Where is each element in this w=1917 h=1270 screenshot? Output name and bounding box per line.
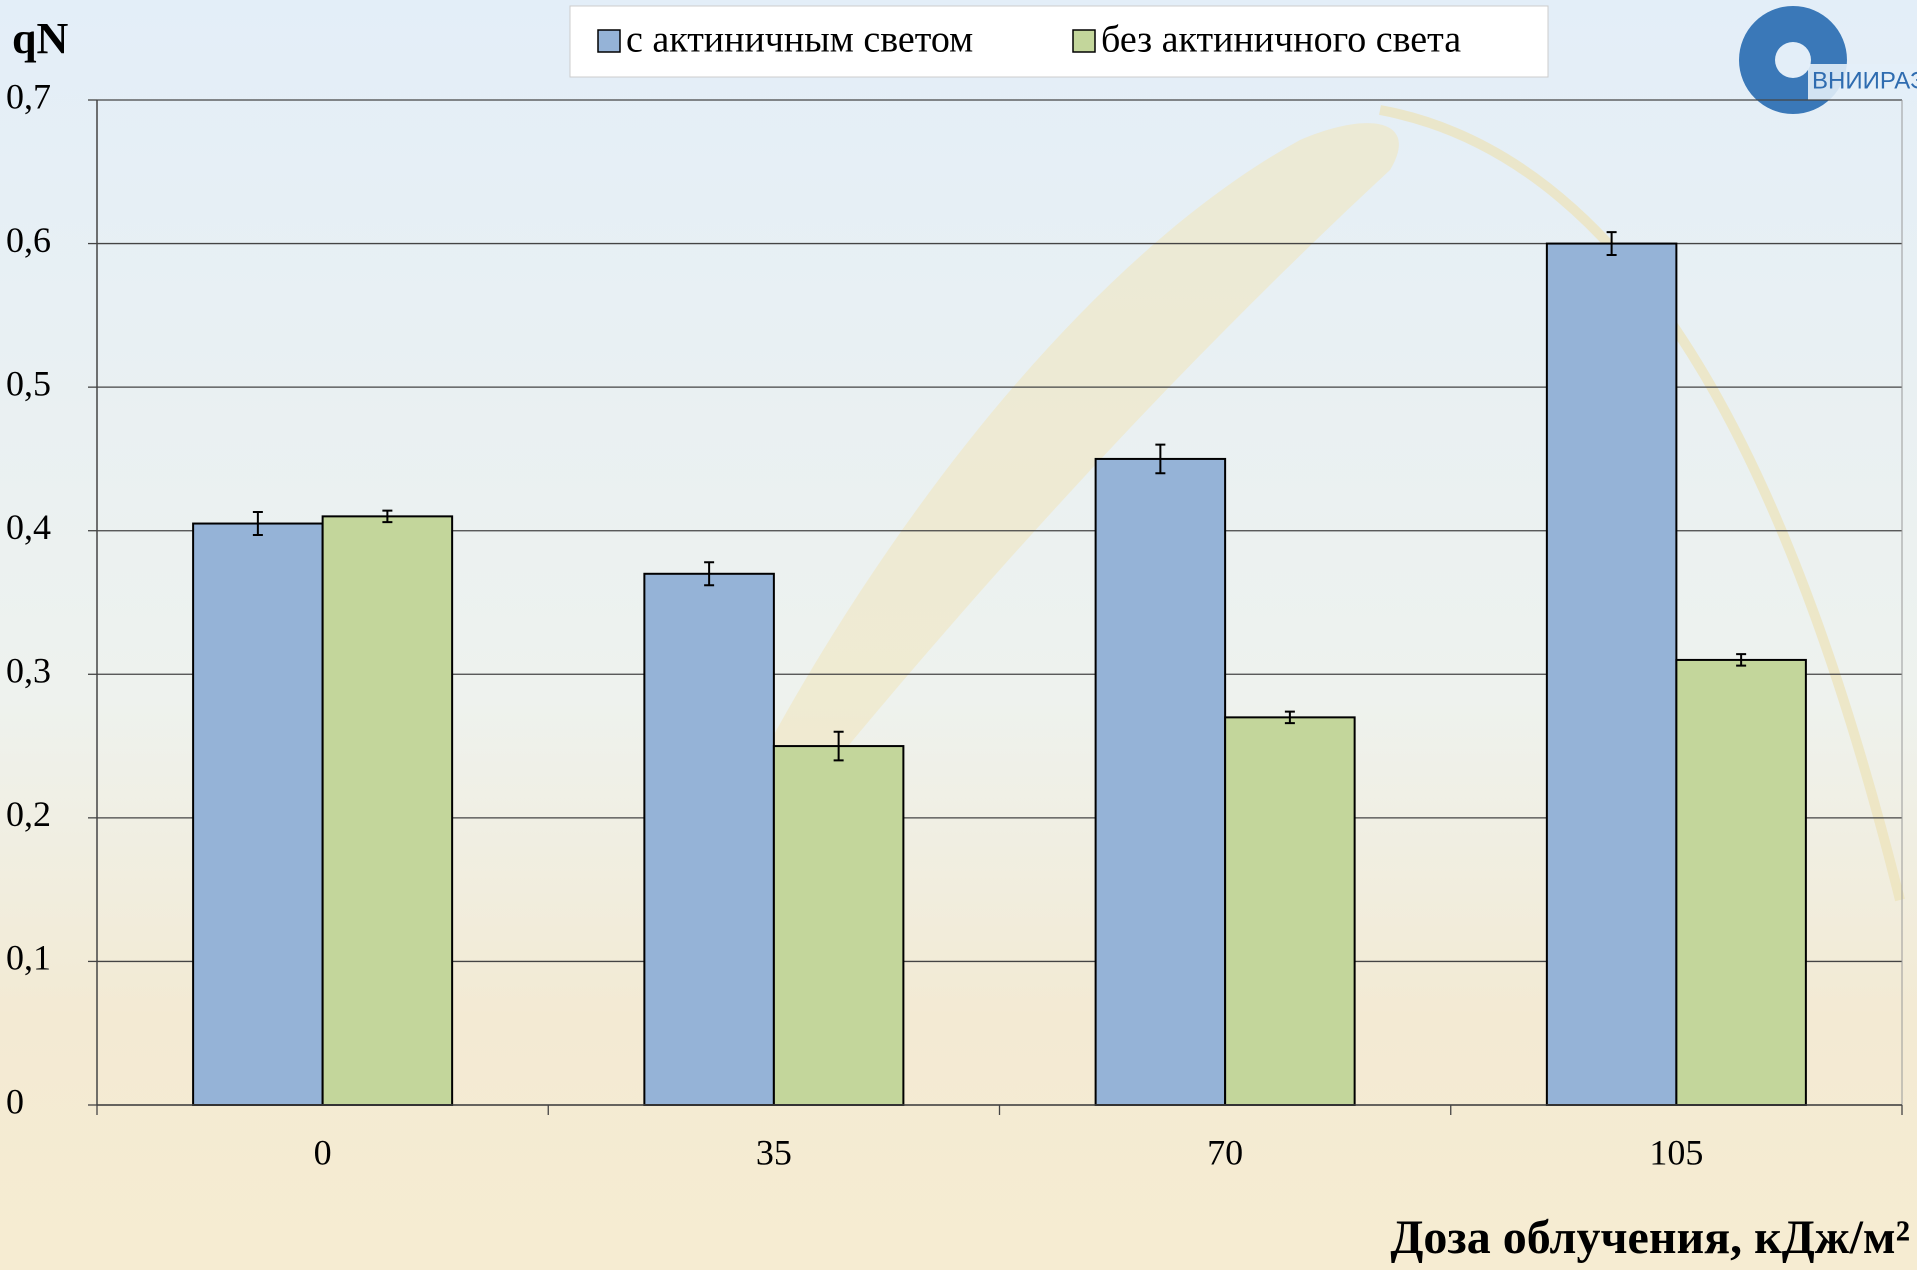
error-bar (1284, 710, 1295, 725)
bar (321, 515, 454, 1106)
y-tick-label: 0 (6, 1081, 24, 1121)
logo-center (1775, 42, 1811, 78)
y-axis-label: qN (12, 14, 68, 63)
x-axis-label: Доза облучения, кДж/м² (1390, 1211, 1910, 1264)
bar (772, 745, 905, 1106)
logo-text: ВНИИРАЭ (1812, 67, 1917, 94)
bar (192, 522, 324, 1106)
y-tick-label: 0,4 (6, 507, 51, 547)
x-tick-label: 70 (1207, 1132, 1243, 1172)
error-bar (1606, 231, 1617, 257)
legend-swatch (597, 29, 621, 53)
error-bar (252, 511, 263, 537)
y-tick-label: 0,3 (6, 651, 51, 691)
y-tick-label: 0,5 (6, 363, 51, 403)
bar (1675, 658, 1807, 1107)
logo: ВНИИРАЭ (1739, 6, 1917, 114)
logo-plate (1808, 64, 1917, 100)
bar (1224, 716, 1356, 1106)
error-bar (704, 561, 715, 587)
wheat-decoration (760, 123, 1399, 780)
y-tick-label: 0,1 (6, 938, 51, 978)
x-tick-label: 0 (314, 1132, 332, 1172)
bar (1094, 457, 1227, 1106)
error-bar (1155, 443, 1166, 475)
bar (643, 572, 775, 1106)
bar (1545, 242, 1678, 1107)
wheat-stem (1379, 105, 1905, 902)
legend-swatch (1072, 29, 1096, 53)
x-tick-label: 105 (1649, 1132, 1703, 1172)
error-bar (833, 730, 844, 762)
error-bar (382, 509, 393, 524)
y-tick-label: 0,6 (6, 220, 51, 260)
legend-label: с актиничным светом (626, 19, 973, 61)
y-tick-label: 0,7 (6, 76, 51, 116)
error-bar (1736, 653, 1747, 667)
legend (569, 5, 1549, 78)
y-tick-label: 0,2 (6, 794, 51, 834)
legend-label: без актиничного света (1101, 19, 1461, 61)
x-tick-label: 35 (756, 1132, 792, 1172)
